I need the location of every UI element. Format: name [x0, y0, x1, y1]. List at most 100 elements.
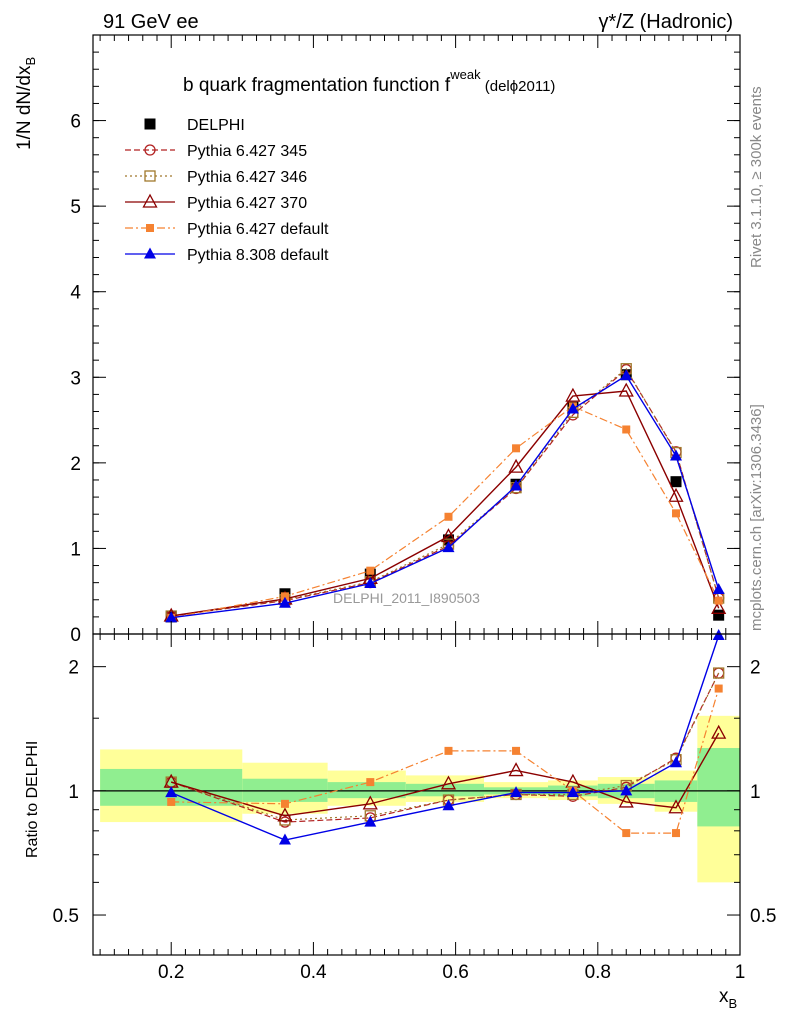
data-point-p8default: [165, 786, 178, 798]
main-title-text: b quark fragmentation function f: [183, 75, 451, 96]
x-tick-label: 0.4: [300, 962, 327, 983]
data-point-p8default: [278, 833, 291, 845]
legend-label-p8default: Pythia 8.308 default: [187, 247, 329, 264]
legend-entry-p8default: Pythia 8.308 default: [125, 247, 329, 264]
data-point-p6default: [167, 797, 176, 806]
data-point-p370: [277, 807, 293, 822]
data-point-p8default: [442, 541, 455, 553]
series-line-p370: [171, 390, 720, 617]
legend-marker-p6default: [146, 224, 154, 232]
data-point-p370: [508, 458, 524, 473]
lower-frame: [92, 633, 741, 956]
legend-label-delphi: DELPHI: [187, 117, 245, 134]
data-point-p8default: [364, 577, 377, 589]
series-p8default: [165, 628, 725, 845]
x-axis-label: xB: [719, 986, 737, 1011]
data-point-p8default: [442, 799, 455, 811]
data-point-p6default: [444, 512, 453, 521]
header-process-label: γ*/Z (Hadronic): [599, 11, 733, 33]
data-point-p346: [279, 814, 291, 826]
data-point-p8default: [712, 583, 725, 595]
legend-entry-p345: Pythia 6.427 345: [125, 143, 307, 160]
series-p8default: [165, 369, 725, 623]
uncertainty-band-green: [327, 782, 406, 799]
data-point-p6default: [444, 746, 453, 755]
lower-y-tick-label-right: 1: [750, 782, 761, 803]
upper-y-tick-label: 1: [70, 539, 81, 560]
uncertainty-band-green: [697, 748, 740, 827]
legend-entry-delphi: DELPHI: [144, 117, 245, 134]
lower-y-tick-label-right: 0.5: [750, 906, 776, 927]
series-delphi: [165, 369, 725, 623]
data-point-delphi: [442, 534, 454, 546]
data-point-p6default: [672, 509, 681, 518]
uncertainty-band-green: [405, 783, 485, 797]
data-point-p6default: [622, 425, 631, 434]
data-point-p370: [668, 799, 684, 814]
series-line-p6default: [171, 405, 720, 619]
legend-label-p6default: Pythia 6.427 default: [187, 221, 329, 238]
legend-label-p346: Pythia 6.427 346: [187, 169, 307, 186]
lower-y-tick-label: 1: [68, 782, 79, 803]
data-point-delphi: [670, 476, 682, 488]
upper-y-tick-label: 2: [70, 454, 81, 475]
upper-panel: DELPHI_2011_I890503 0 1 2 3 4 5 6 DELPHI Pythia 6…: [70, 34, 741, 646]
series-p370: [163, 382, 727, 622]
data-point-p6default: [672, 829, 681, 838]
data-point-p8default: [510, 479, 523, 491]
series-line-p370: [171, 732, 720, 817]
lower-y-tick-label-right: 2: [750, 658, 761, 679]
x-tick-label: 0.6: [442, 962, 468, 983]
mcplots-label: mcplots.cern.ch [arXiv:1306.3436]: [748, 404, 765, 631]
data-point-p8default: [364, 815, 377, 827]
upper-y-tick-label: 4: [70, 283, 81, 304]
x-axis-label-sub: B: [729, 996, 738, 1011]
data-point-p370: [440, 775, 457, 790]
series-line-p346: [171, 672, 720, 821]
data-point-p370: [711, 599, 727, 614]
x-tick-label: 0.2: [158, 962, 184, 983]
upper-y-tick-label: 6: [70, 112, 81, 133]
data-point-p6default: [366, 566, 375, 575]
legend-label-p370: Pythia 6.427 370: [187, 195, 307, 212]
x-axis-label-text: x: [719, 986, 729, 1007]
data-point-p8default: [670, 756, 683, 768]
data-point-p8default: [278, 596, 291, 608]
data-point-p6default: [280, 799, 289, 808]
main-title-sup: weak: [449, 67, 481, 82]
series-line-p345: [171, 368, 720, 617]
data-point-p370: [618, 793, 634, 808]
data-point-p6default: [280, 592, 289, 601]
data-point-p8default: [510, 786, 523, 798]
data-point-p6default: [714, 684, 723, 693]
x-tick-label: 1: [735, 962, 746, 983]
main-title-suffix: (delϕ2011): [481, 78, 556, 95]
upper-y-tick-label: 3: [70, 368, 81, 389]
series-line-p346: [171, 367, 720, 617]
data-point-p8default: [566, 786, 579, 798]
legend-entry-p346: Pythia 6.427 346: [125, 169, 307, 186]
watermark-analysis-id: DELPHI_2011_I890503: [333, 590, 480, 606]
series-p6default: [167, 684, 723, 838]
header-energy-label: 91 GeV ee: [103, 11, 199, 33]
data-point-p8default: [165, 611, 178, 623]
upper-y-axis-label: 1/N dN/dxB: [14, 57, 38, 150]
data-point-p370: [618, 382, 634, 397]
lower-y-axis-label: Ratio to DELPHI: [24, 741, 41, 858]
legend-marker-delphi: [144, 118, 156, 130]
data-point-p370: [668, 487, 684, 502]
data-point-p370: [711, 724, 727, 739]
data-point-p6default: [714, 596, 723, 605]
upper-y-axis-label-text: 1/N dN/dx: [14, 65, 35, 150]
data-point-p8default: [670, 449, 683, 461]
legend-entry-p6default: Pythia 6.427 default: [125, 221, 329, 238]
legend-label-p345: Pythia 6.427 345: [187, 143, 307, 160]
data-point-p6default: [366, 778, 375, 787]
lower-y-tick-label: 2: [68, 658, 79, 679]
data-point-p370: [508, 762, 524, 777]
data-point-p370: [565, 387, 581, 402]
legend-marker-p346: [144, 170, 156, 182]
data-point-p6default: [512, 746, 521, 755]
upper-y-axis-label-sub: B: [23, 57, 38, 66]
